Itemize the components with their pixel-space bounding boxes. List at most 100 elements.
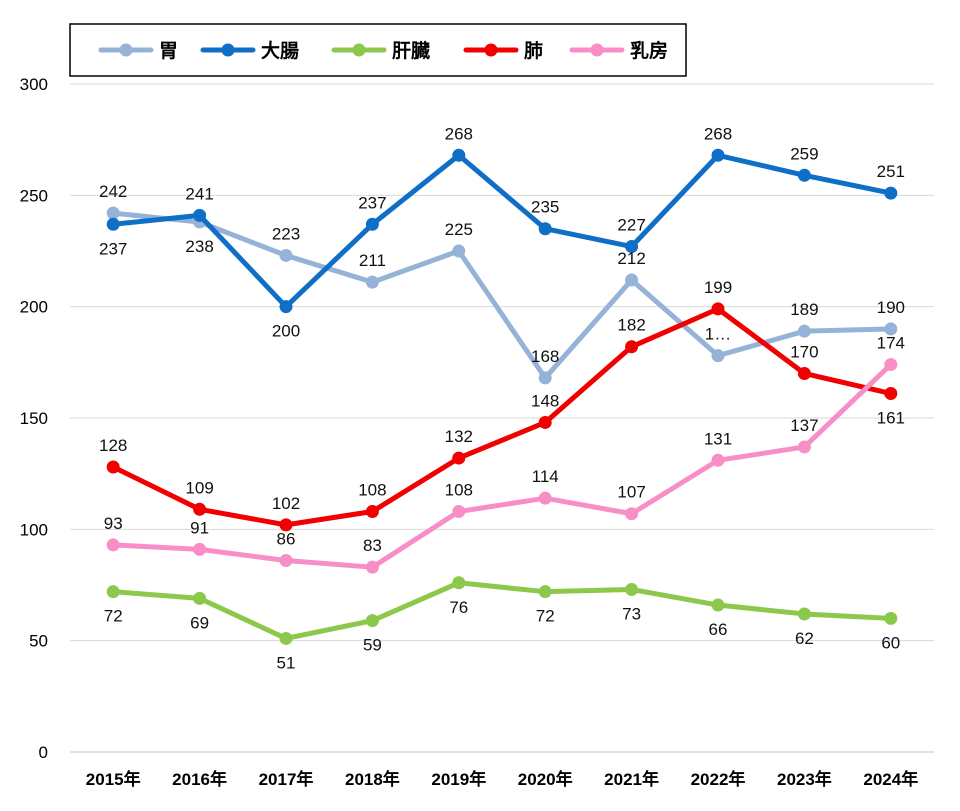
data-label: 114 bbox=[532, 467, 559, 486]
data-point bbox=[365, 560, 379, 574]
data-point bbox=[797, 366, 811, 380]
data-point bbox=[365, 217, 379, 231]
data-label: 200 bbox=[272, 322, 300, 341]
legend-entry: 肝臓 bbox=[331, 40, 430, 62]
data-label: 182 bbox=[617, 316, 645, 335]
data-point bbox=[452, 576, 466, 590]
data-point bbox=[279, 248, 293, 262]
data-label: 83 bbox=[363, 536, 382, 555]
data-label: 268 bbox=[445, 124, 473, 143]
data-point bbox=[884, 387, 898, 401]
data-point bbox=[452, 451, 466, 465]
data-point bbox=[711, 598, 725, 612]
data-point bbox=[279, 554, 293, 568]
y-tick-label: 200 bbox=[20, 298, 48, 317]
data-label: 72 bbox=[104, 607, 123, 626]
data-point bbox=[279, 518, 293, 532]
data-point bbox=[279, 300, 293, 314]
data-label: 161 bbox=[877, 409, 905, 428]
series-2 bbox=[106, 148, 898, 314]
legend-entry: 肺 bbox=[463, 40, 543, 62]
data-label: 1… bbox=[705, 325, 731, 344]
x-tick-label: 2015年 bbox=[86, 769, 141, 789]
data-point bbox=[625, 273, 639, 287]
data-point bbox=[884, 186, 898, 200]
x-tick-label: 2020年 bbox=[518, 769, 573, 789]
data-point bbox=[711, 349, 725, 363]
data-point bbox=[193, 591, 207, 605]
data-point bbox=[538, 222, 552, 236]
data-label: 237 bbox=[358, 193, 386, 212]
legend: 胃 大腸 肝臓 肺 乳房 bbox=[69, 23, 687, 77]
y-axis-tick-labels: 0 50 100 150 200 250 300 bbox=[20, 75, 48, 762]
data-point bbox=[625, 582, 639, 596]
data-point bbox=[884, 322, 898, 336]
data-point bbox=[452, 244, 466, 258]
legend-label: 肝臓 bbox=[392, 40, 430, 62]
data-point bbox=[711, 302, 725, 316]
data-point bbox=[106, 206, 120, 220]
data-label: 128 bbox=[99, 436, 127, 455]
legend-entry: 大腸 bbox=[200, 39, 299, 62]
data-point bbox=[106, 460, 120, 474]
series-4 bbox=[106, 302, 898, 532]
data-label: 174 bbox=[877, 334, 905, 353]
series-line bbox=[110, 362, 894, 570]
data-point bbox=[538, 371, 552, 385]
data-label: 227 bbox=[617, 216, 645, 235]
series-3 bbox=[106, 576, 898, 645]
data-point bbox=[625, 340, 639, 354]
data-point bbox=[711, 453, 725, 467]
y-tick-label: 0 bbox=[39, 743, 48, 762]
legend-label: 胃 bbox=[159, 40, 178, 62]
data-point bbox=[106, 538, 120, 552]
data-label: 60 bbox=[881, 633, 900, 652]
data-point bbox=[797, 440, 811, 454]
data-point bbox=[884, 358, 898, 372]
y-tick-label: 150 bbox=[20, 409, 48, 428]
data-point bbox=[797, 607, 811, 621]
data-point bbox=[711, 148, 725, 162]
data-label: 137 bbox=[790, 416, 818, 435]
data-point bbox=[884, 611, 898, 625]
data-point bbox=[538, 585, 552, 599]
data-point bbox=[538, 491, 552, 505]
data-label: 237 bbox=[99, 239, 127, 258]
data-label: 211 bbox=[359, 251, 386, 270]
data-label: 238 bbox=[185, 237, 213, 256]
data-label: 132 bbox=[445, 427, 473, 446]
data-label: 73 bbox=[622, 604, 641, 623]
x-tick-label: 2017年 bbox=[259, 769, 314, 789]
legend-label: 肺 bbox=[524, 40, 543, 62]
data-label: 242 bbox=[99, 182, 127, 201]
data-label: 108 bbox=[358, 481, 386, 500]
series-line bbox=[110, 306, 894, 528]
data-label: 223 bbox=[272, 224, 300, 243]
data-point bbox=[452, 505, 466, 519]
data-label: 108 bbox=[445, 481, 473, 500]
data-point bbox=[279, 631, 293, 645]
legend-marker bbox=[119, 43, 133, 57]
legend-entry: 乳房 bbox=[569, 39, 668, 62]
series-lines bbox=[106, 148, 898, 645]
data-label: 109 bbox=[185, 478, 213, 497]
data-label: 62 bbox=[795, 629, 814, 648]
data-point bbox=[193, 542, 207, 556]
x-tick-label: 2024年 bbox=[863, 769, 918, 789]
y-tick-label: 300 bbox=[20, 75, 48, 94]
data-point bbox=[193, 502, 207, 516]
data-point bbox=[365, 505, 379, 519]
data-label: 72 bbox=[536, 607, 555, 626]
y-tick-label: 250 bbox=[20, 186, 48, 205]
data-label: 251 bbox=[877, 162, 905, 181]
data-label: 93 bbox=[104, 514, 123, 533]
data-point bbox=[625, 240, 639, 254]
data-label: 190 bbox=[877, 298, 905, 317]
data-point bbox=[193, 208, 207, 222]
data-label: 212 bbox=[617, 249, 645, 268]
data-label: 259 bbox=[790, 144, 818, 163]
data-point bbox=[452, 148, 466, 162]
legend-label: 大腸 bbox=[261, 39, 299, 62]
legend-marker bbox=[221, 43, 235, 57]
data-label: 168 bbox=[531, 347, 559, 366]
